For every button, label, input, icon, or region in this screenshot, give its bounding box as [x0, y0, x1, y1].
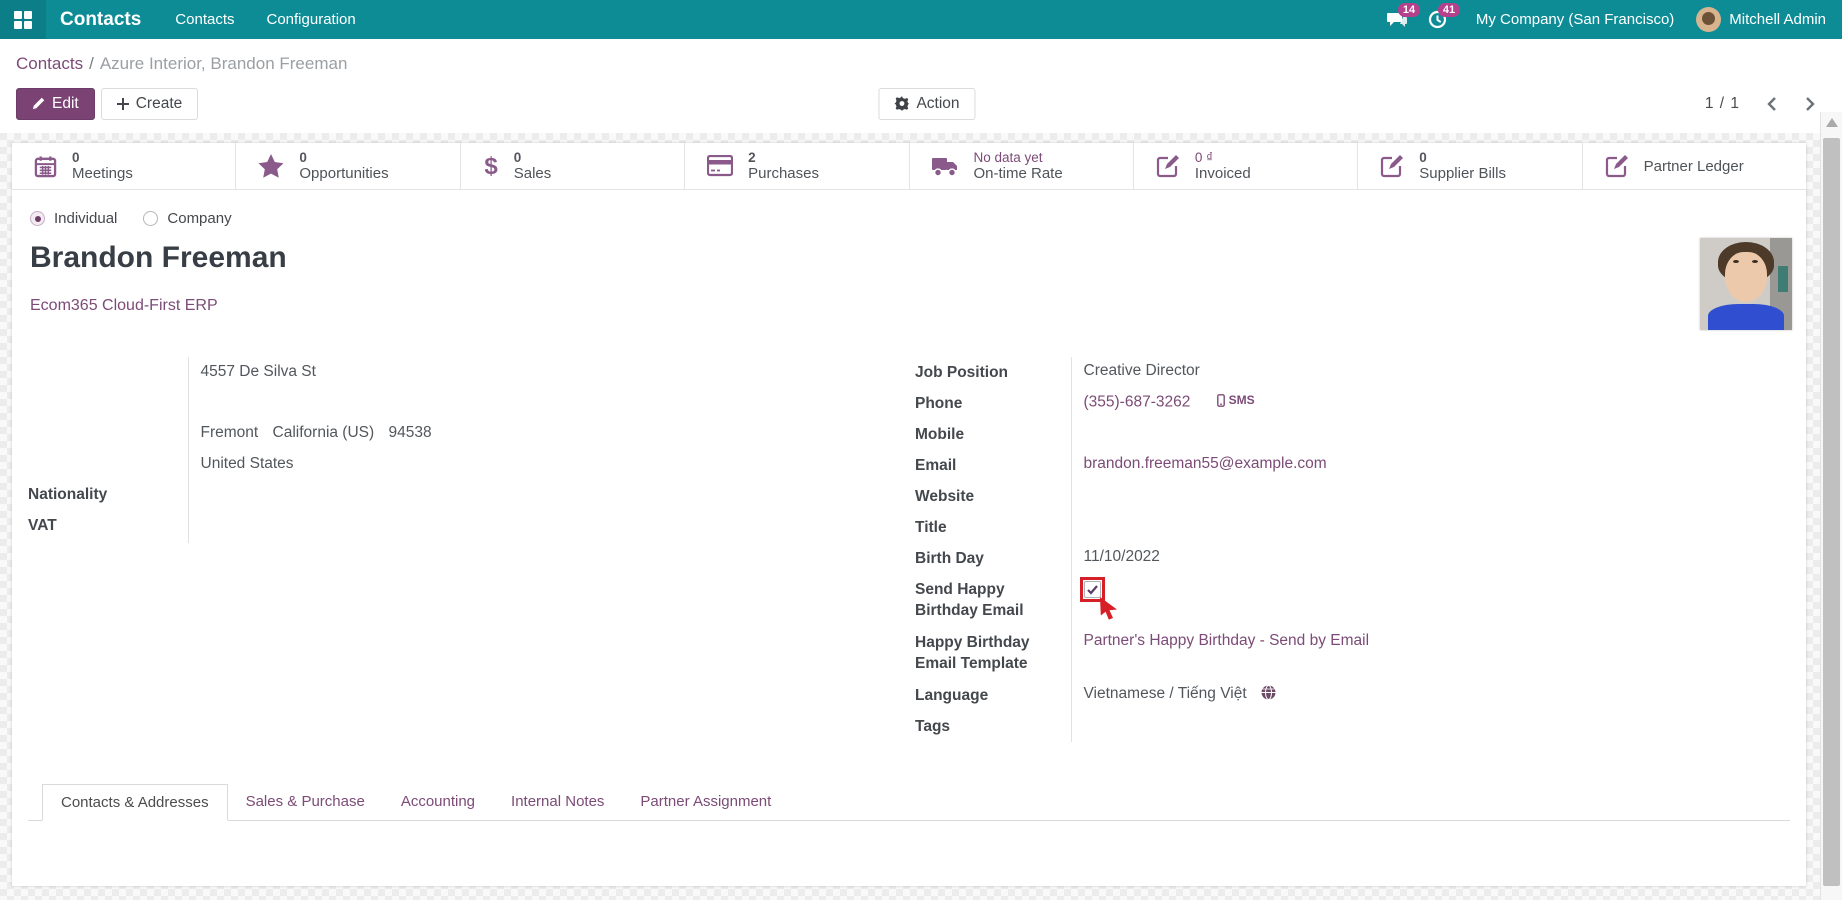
annotation-cursor-arrow — [1099, 597, 1117, 620]
plus-icon — [116, 97, 129, 110]
tags-field[interactable] — [1071, 711, 1764, 742]
stat-button-box: 0 Meetings 0 Opportunities $ 0 Sales — [12, 143, 1806, 190]
grid-icon — [14, 10, 32, 29]
radio-selected-icon — [30, 211, 45, 226]
vat-field[interactable] — [188, 512, 877, 543]
language-field[interactable]: Vietnamese / Tiếng Việt — [1071, 680, 1764, 711]
stat-meetings[interactable]: 0 Meetings — [12, 143, 237, 189]
phone-field: (355)-687-3262 SMS — [1071, 388, 1764, 419]
create-button[interactable]: Create — [100, 87, 199, 120]
birthday-template-link[interactable]: Partner's Happy Birthday - Send by Email — [1083, 632, 1370, 649]
radio-company[interactable]: Company — [143, 210, 232, 227]
tab-sales-purchase[interactable]: Sales & Purchase — [245, 793, 365, 810]
radio-unselected-icon — [143, 211, 159, 226]
scrollbar-thumb[interactable] — [1823, 138, 1840, 886]
apps-menu-icon[interactable] — [0, 0, 46, 39]
breadcrumb-root[interactable]: Contacts — [16, 54, 84, 73]
vertical-scrollbar[interactable] — [1820, 112, 1842, 900]
menu-contacts[interactable]: Contacts — [175, 11, 235, 28]
mobile-field[interactable] — [1071, 419, 1764, 450]
calendar-icon — [34, 155, 57, 177]
contact-name: Brandon Freeman — [30, 241, 287, 274]
form-sheet: 0 Meetings 0 Opportunities $ 0 Sales — [12, 143, 1806, 886]
svg-text:$: $ — [484, 153, 498, 179]
user-avatar — [1696, 7, 1722, 32]
nationality-field[interactable] — [188, 481, 877, 512]
user-menu[interactable]: Mitchell Admin — [1692, 7, 1842, 32]
street-field[interactable]: 4557 De Silva St — [200, 363, 316, 380]
truck-icon — [931, 157, 957, 177]
stat-supplier-bills[interactable]: 0 Supplier Bills — [1358, 143, 1583, 189]
user-name: Mitchell Admin — [1729, 11, 1826, 28]
menu-configuration[interactable]: Configuration — [266, 11, 356, 28]
website-field[interactable] — [1071, 481, 1764, 512]
edit-button[interactable]: Edit — [16, 87, 95, 120]
birthday-field[interactable]: 11/10/2022 — [1083, 548, 1160, 565]
app-title[interactable]: Contacts — [60, 8, 142, 30]
activities-button[interactable]: 41 — [1418, 0, 1461, 39]
country-field[interactable]: United States — [200, 455, 294, 472]
parent-company-link[interactable]: Ecom365 Cloud-First ERP — [30, 297, 218, 314]
stat-partner-ledger[interactable]: Partner Ledger — [1582, 143, 1806, 189]
annotation-highlight-box — [1079, 577, 1105, 602]
email-link[interactable]: brandon.freeman55@example.com — [1083, 455, 1327, 472]
company-type-selector: Individual Company — [30, 210, 1790, 227]
pager-prev-icon[interactable] — [1766, 96, 1777, 112]
gear-icon — [894, 96, 910, 111]
star-icon — [258, 154, 284, 178]
chat-icon — [1387, 12, 1408, 27]
address-group: 4557 De Silva St Fremont California (US)… — [28, 357, 903, 543]
messages-button[interactable]: 14 — [1378, 0, 1421, 39]
check-icon — [1086, 584, 1098, 595]
sms-button[interactable]: SMS — [1216, 393, 1255, 407]
tab-contacts-addresses[interactable]: Contacts & Addresses — [42, 784, 228, 821]
notebook-tabs: Contacts & Addresses Sales & Purchase Ac… — [28, 783, 1790, 821]
action-button[interactable]: Action — [878, 87, 976, 120]
top-nav: Contacts Contacts Configuration 14 41 My… — [0, 0, 1842, 39]
radio-individual[interactable]: Individual — [30, 210, 117, 227]
title-field[interactable] — [1071, 512, 1764, 543]
pager-next-icon[interactable] — [1805, 96, 1816, 112]
phone-link[interactable]: (355)-687-3262 — [1083, 393, 1191, 411]
edit-note-icon — [1381, 155, 1404, 178]
street2-field[interactable] — [188, 388, 877, 419]
breadcrumb-separator: / — [89, 54, 94, 73]
globe-icon — [1261, 685, 1276, 700]
vat-label: VAT — [28, 512, 189, 543]
messages-badge: 14 — [1397, 3, 1421, 17]
nationality-label: Nationality — [28, 481, 189, 512]
company-switcher[interactable]: My Company (San Francisco) — [1475, 11, 1675, 28]
scroll-up-icon[interactable] — [1826, 118, 1838, 127]
dollar-icon: $ — [484, 153, 498, 179]
tab-accounting[interactable]: Accounting — [400, 793, 476, 810]
tab-internal-notes[interactable]: Internal Notes — [511, 793, 605, 810]
stat-ontime-rate[interactable]: No data yet On-time Rate — [909, 143, 1134, 189]
stat-purchases[interactable]: 2 Purchases — [685, 143, 910, 189]
pencil-icon — [32, 97, 45, 110]
job-position-field[interactable]: Creative Director — [1083, 362, 1200, 379]
details-group: Job Position Creative Director Phone (35… — [915, 357, 1790, 742]
activities-badge: 41 — [1437, 3, 1461, 17]
city-state-zip-field[interactable]: Fremont California (US) 94538 — [200, 424, 432, 441]
stat-sales[interactable]: $ 0 Sales — [460, 143, 686, 189]
pager-count: 1 / 1 — [1704, 94, 1740, 112]
credit-card-icon — [707, 155, 734, 177]
tab-partner-assignment[interactable]: Partner Assignment — [640, 793, 772, 810]
stat-opportunities[interactable]: 0 Opportunities — [236, 143, 461, 189]
edit-note-icon — [1605, 155, 1628, 178]
breadcrumb: Contacts / Azure Interior, Brandon Freem… — [16, 49, 1826, 79]
stat-invoiced[interactable]: 0 ₫ Invoiced — [1133, 143, 1359, 189]
send-birthday-checkbox[interactable] — [1083, 581, 1101, 598]
breadcrumb-current: Azure Interior, Brandon Freeman — [99, 54, 348, 73]
edit-note-icon — [1156, 155, 1179, 178]
control-panel: Contacts / Azure Interior, Brandon Freem… — [0, 39, 1842, 133]
mobile-icon — [1216, 393, 1225, 407]
contact-photo[interactable] — [1700, 238, 1792, 330]
